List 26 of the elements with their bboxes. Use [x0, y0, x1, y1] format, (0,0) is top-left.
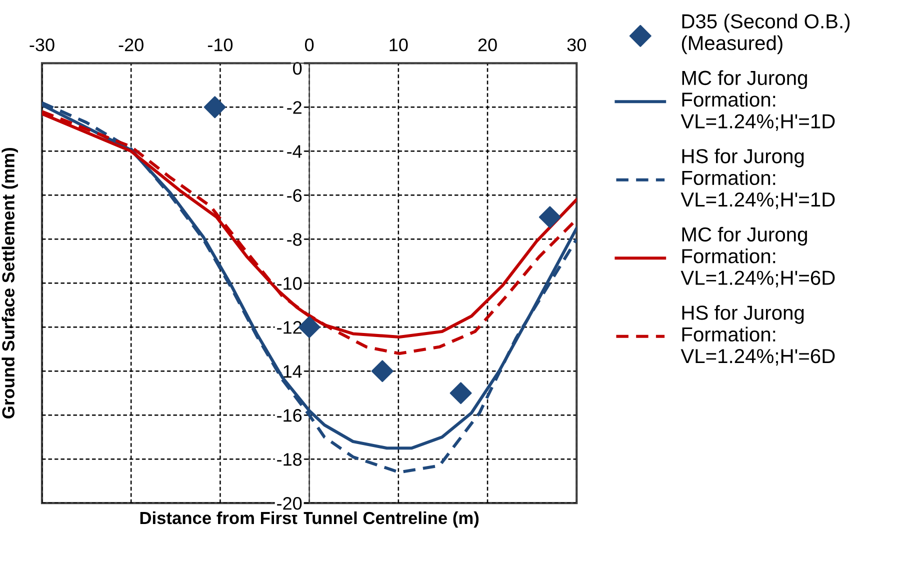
x-tick-label: 30 [567, 38, 586, 52]
y-tick-label: -8 [287, 233, 302, 246]
y-tick-label: -20 [277, 497, 302, 510]
legend-label: MC for Jurong Formation: VL=1.24%;H'=1D [680, 70, 835, 131]
x-tick-label: -30 [30, 38, 54, 52]
y-tick-label: -2 [287, 101, 302, 114]
legend-label: HS for Jurong Formation: VL=1.24%;H'=1D [680, 148, 835, 210]
point [538, 206, 561, 228]
y-tick-label: -16 [277, 409, 302, 422]
x-tick-label: 0 [305, 38, 314, 52]
y-axis-title: Ground Surface Settlement (mm) [2, 148, 18, 418]
legend-label: MC for Jurong Formation: VL=1.24%;H'=6D [680, 226, 835, 288]
x-axis-title: Distance from First Tunnel Centreline (m) [140, 511, 479, 528]
point [371, 360, 394, 382]
point [450, 382, 472, 404]
x-tick-label: -10 [208, 38, 233, 52]
legend-label: D35 (Second O.B.) (Measured) [682, 14, 850, 54]
y-tick-label: -18 [277, 453, 302, 466]
y-tick-label: -6 [287, 189, 302, 202]
x-tick-label: 20 [478, 38, 497, 52]
y-tick-label: -10 [277, 277, 302, 290]
legend-label: HS for Jurong Formation: VL=1.24%;H'=6D [680, 305, 835, 366]
y-tick-label: -4 [287, 145, 302, 158]
point [204, 96, 226, 118]
x-tick-label: 10 [390, 38, 408, 52]
x-tick-label: -20 [118, 38, 144, 52]
